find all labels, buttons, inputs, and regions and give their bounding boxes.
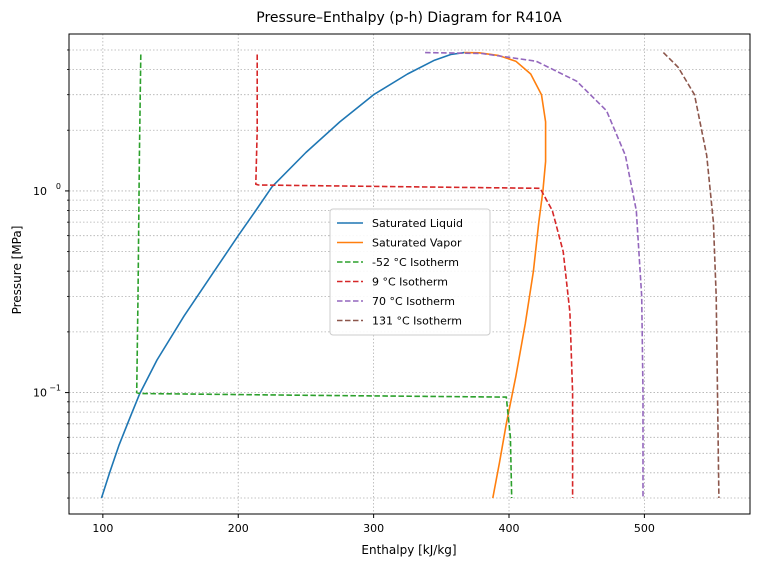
series-line-0 [100,51,465,499]
series-line-1 [464,51,547,499]
x-tick-label: 400 [499,522,520,535]
x-tick-label: 200 [228,522,249,535]
legend-label-3: 9 °C Isotherm [372,276,448,289]
legend-label-0: Saturated Liquid [372,217,463,230]
legend-label-2: -52 °C Isotherm [372,256,459,269]
series-line-4 [425,51,644,498]
legend-label-1: Saturated Vapor [372,237,462,250]
series-line-2 [135,54,513,499]
legend-frame [329,208,491,336]
legend-label-5: 131 °C Isotherm [372,315,462,328]
chart-title: Pressure–Enthalpy (p-h) Diagram for R410… [256,10,562,26]
series-line-3 [255,54,574,498]
y-tick-label: 10 [33,387,47,400]
legend-label-4: 70 °C Isotherm [372,295,455,308]
x-tick-label: 300 [363,522,384,535]
y-axis-label: Pressure [MPa] [10,226,24,315]
x-tick-label: 100 [92,522,113,535]
x-tick-label: 500 [634,522,655,535]
x-axis-label: Enthalpy [kJ/kg] [361,543,456,557]
series-lines [100,51,720,499]
axes-frame [68,33,751,515]
y-tick-exponent: 0 [56,182,61,191]
y-tick-exponent: −1 [49,384,61,393]
series-line-5 [662,52,720,499]
legend: Saturated Liquid Saturated Vapor -52 °C Is… [329,208,491,336]
y-tick-label: 10 [33,185,47,198]
